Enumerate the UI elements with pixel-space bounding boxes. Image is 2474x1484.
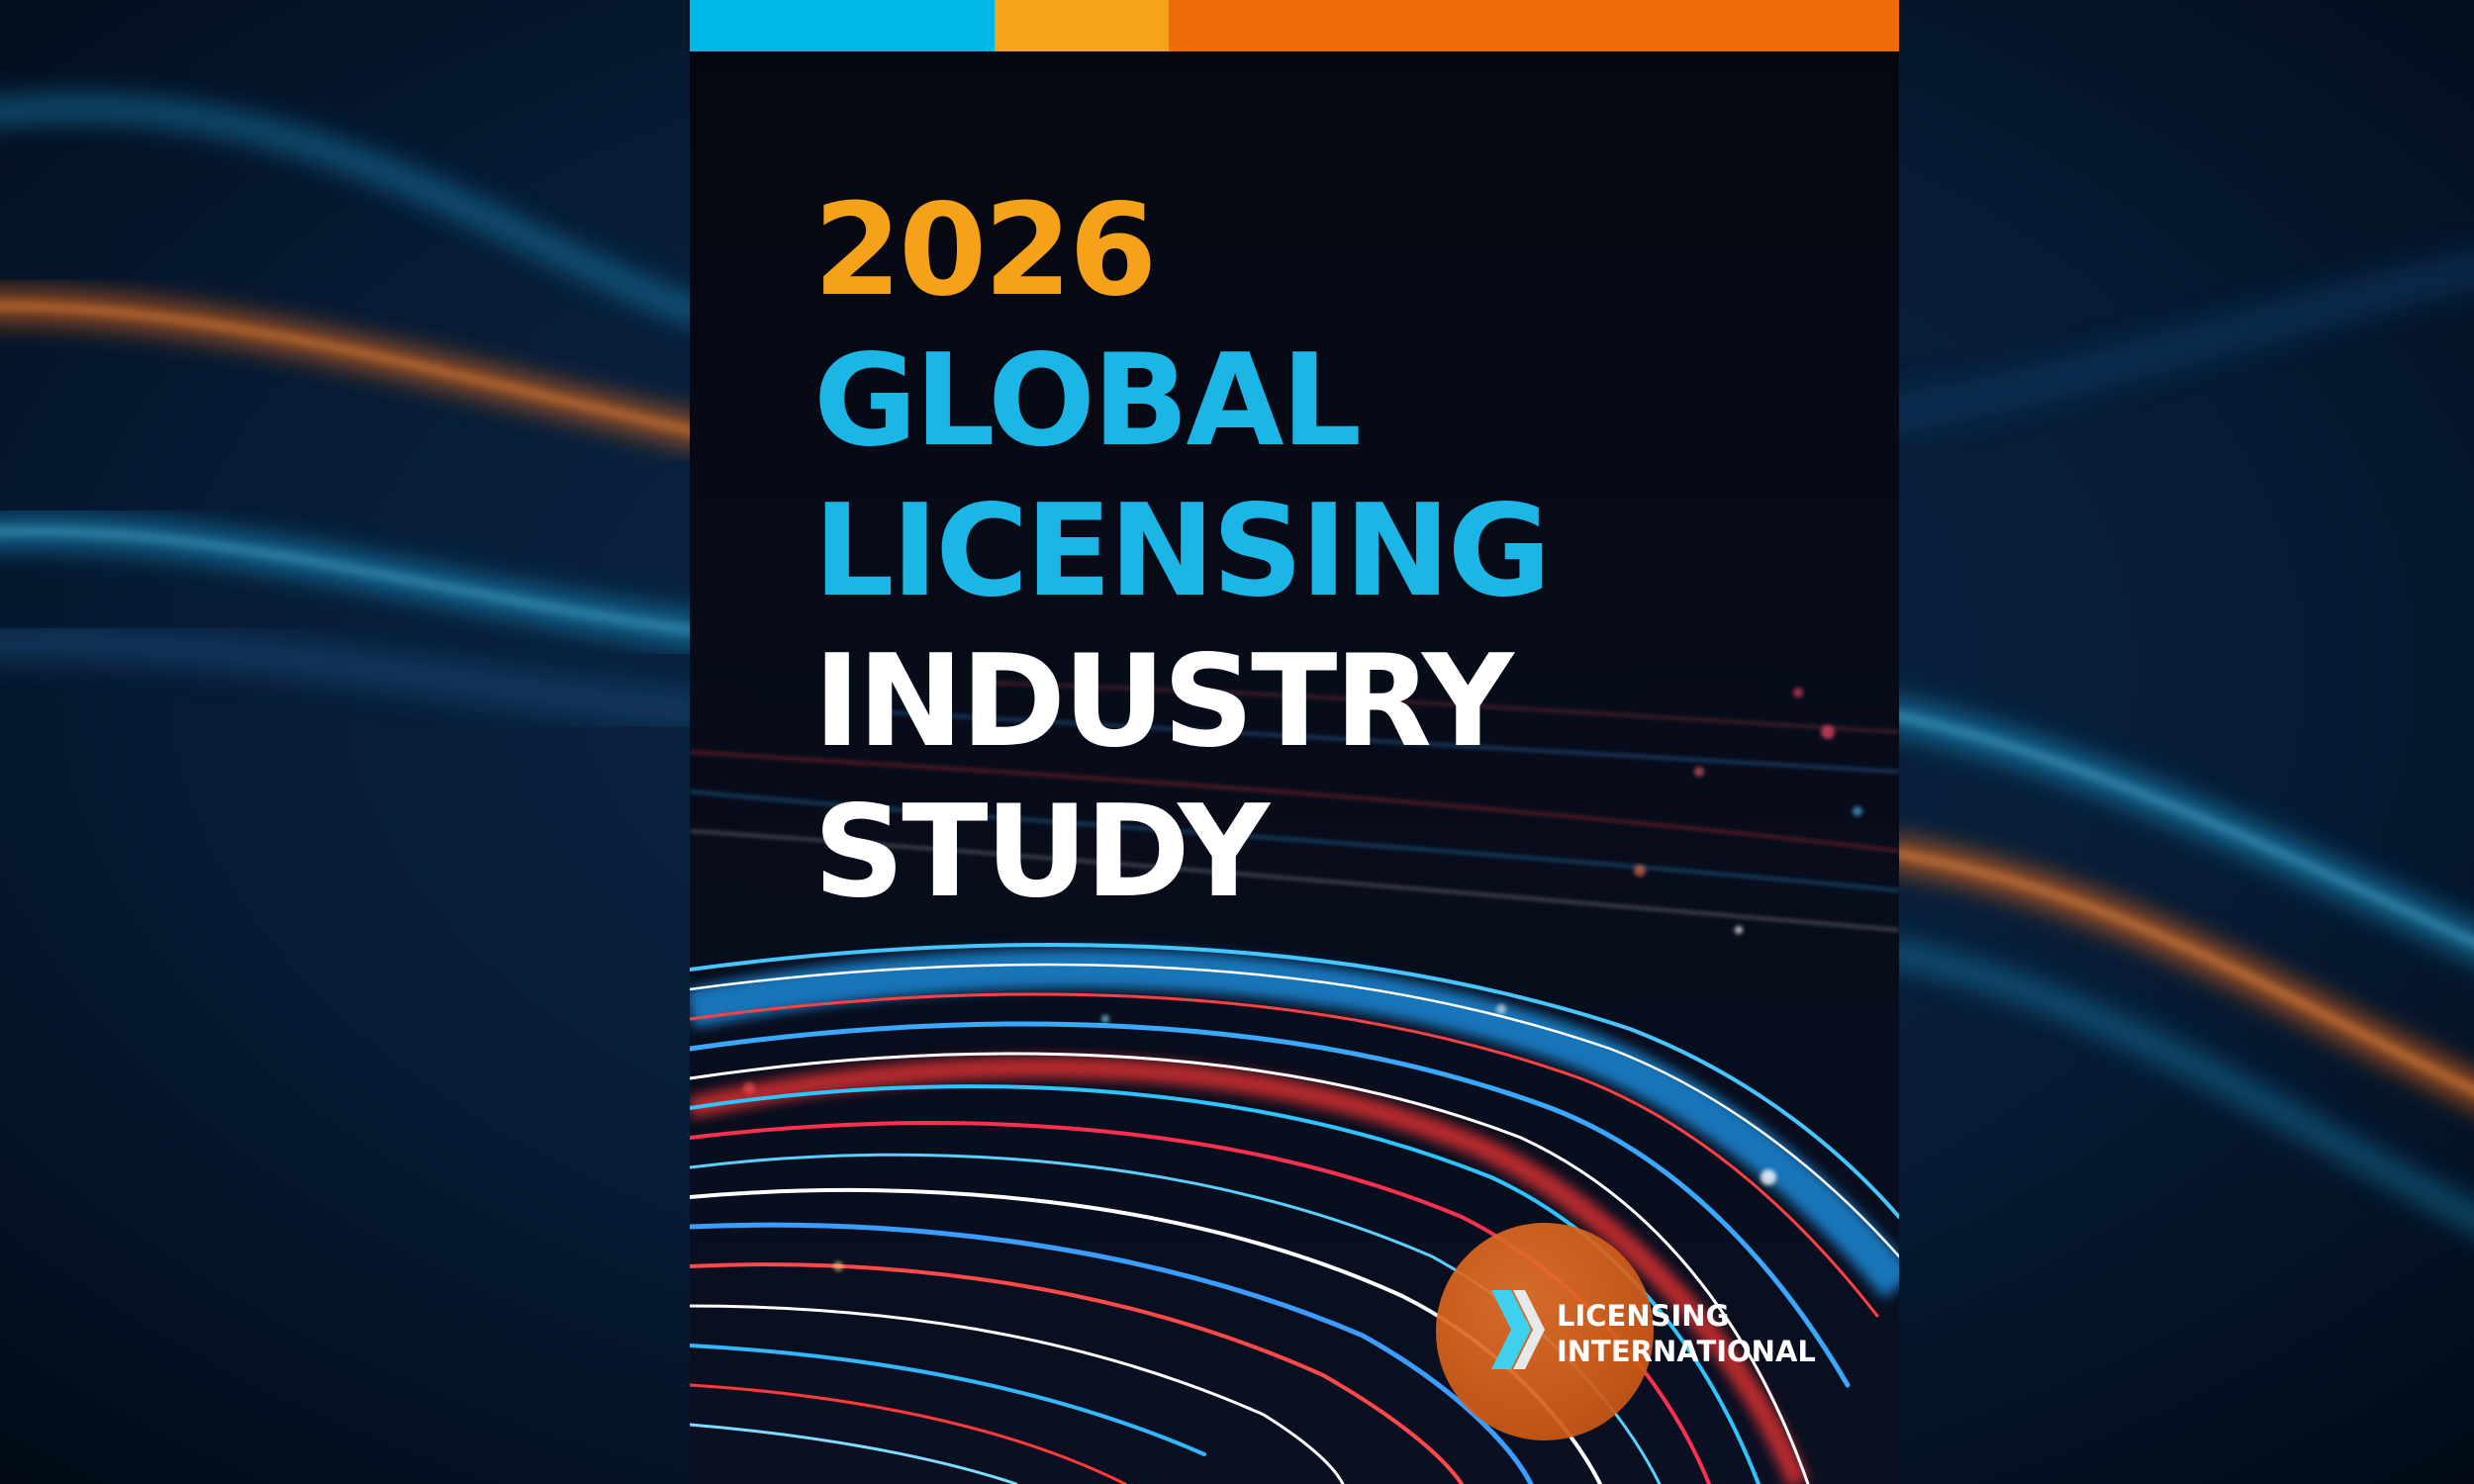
logo-circle: [1436, 1223, 1654, 1440]
logo-line-2: INTERNATIONAL: [1557, 1335, 1816, 1368]
title-line-industry: INDUSTRY: [813, 628, 1514, 776]
title-line-licensing: LICENSING: [813, 478, 1552, 625]
top-color-bar-blue: [690, 0, 995, 51]
logo-wordmark: LICENSING INTERNATIONAL: [1557, 1298, 1816, 1369]
report-cover: 2026 GLOBAL LICENSING INDUSTRY STUDY: [690, 0, 1899, 1484]
licensing-international-logo: LICENSING INTERNATIONAL: [1436, 1223, 1816, 1440]
report-title: 2026 GLOBAL LICENSING INDUSTRY STUDY: [813, 176, 1552, 928]
cover-light-trails: [690, 0, 1899, 1484]
double-chevron-icon: [1491, 1290, 1545, 1369]
title-year: 2026: [813, 177, 1157, 325]
title-line-study: STUDY: [813, 779, 1270, 926]
title-line-global: GLOBAL: [813, 327, 1362, 475]
top-color-bar-orange: [1169, 0, 1899, 51]
top-color-bar-yellow: [995, 0, 1169, 51]
logo-line-1: LICENSING: [1557, 1299, 1730, 1333]
